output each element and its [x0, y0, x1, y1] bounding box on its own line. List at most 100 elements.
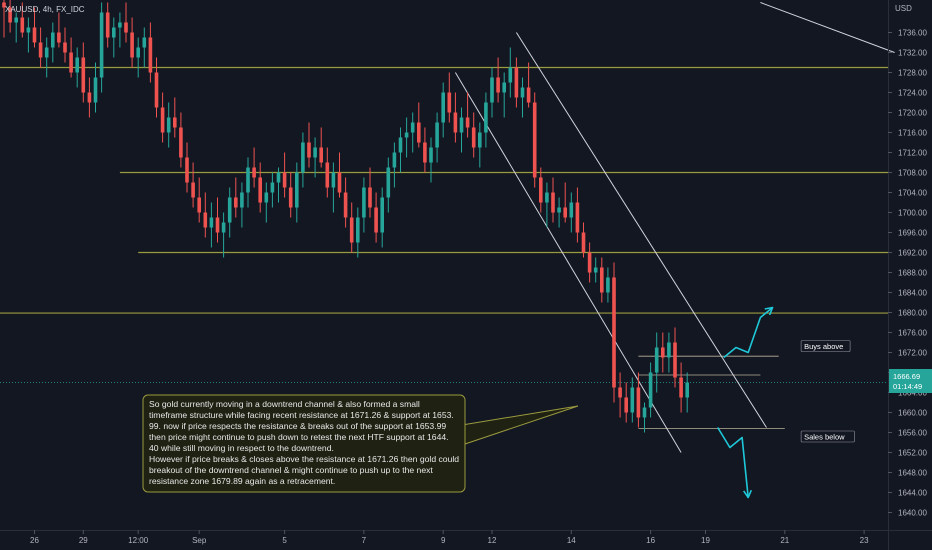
candle[interactable] [526, 62, 531, 108]
candle[interactable] [288, 172, 293, 218]
candle[interactable] [301, 132, 305, 188]
candle[interactable] [563, 182, 567, 223]
candle[interactable] [453, 92, 458, 143]
candle[interactable] [618, 372, 622, 418]
candle[interactable] [51, 22, 55, 63]
candle[interactable] [520, 77, 525, 118]
candle[interactable] [81, 42, 86, 103]
candle[interactable] [32, 7, 37, 48]
candle[interactable] [87, 77, 92, 118]
candle[interactable] [173, 97, 177, 138]
candle[interactable] [636, 372, 641, 428]
candle[interactable] [484, 92, 488, 148]
candle[interactable] [386, 157, 391, 213]
candle[interactable] [209, 202, 214, 248]
candle[interactable] [343, 177, 348, 228]
candle[interactable] [240, 182, 244, 228]
candle[interactable] [551, 177, 555, 223]
candle[interactable] [423, 127, 427, 173]
candle[interactable] [349, 202, 354, 253]
candle[interactable] [362, 177, 366, 233]
candle[interactable] [112, 17, 116, 58]
candle[interactable] [575, 187, 580, 243]
candle[interactable] [252, 147, 256, 188]
candle[interactable] [612, 262, 616, 403]
candle[interactable] [319, 127, 323, 168]
candle[interactable] [465, 92, 470, 138]
symbol-title[interactable]: XAUUSD, 4h, FX_IDC [5, 5, 85, 14]
candle[interactable] [685, 372, 689, 413]
candle[interactable] [93, 62, 98, 113]
candle[interactable] [545, 182, 549, 228]
candle[interactable] [441, 82, 445, 138]
candle[interactable] [593, 257, 598, 283]
candlesticks[interactable] [2, 0, 689, 433]
candle[interactable] [502, 72, 506, 118]
candle[interactable] [258, 162, 262, 213]
candle[interactable] [142, 27, 147, 68]
candle[interactable] [69, 37, 73, 78]
candle[interactable] [264, 182, 269, 223]
candle[interactable] [282, 152, 287, 198]
candle[interactable] [630, 377, 635, 423]
candle[interactable] [124, 2, 128, 43]
candle[interactable] [356, 207, 360, 258]
candle[interactable] [57, 12, 61, 48]
candle[interactable] [380, 187, 384, 248]
candle[interactable] [154, 57, 159, 118]
candle[interactable] [234, 177, 238, 218]
candle[interactable] [191, 162, 195, 208]
candle[interactable] [429, 137, 433, 183]
candle[interactable] [557, 197, 561, 228]
candle[interactable] [307, 122, 311, 168]
candle[interactable] [160, 92, 165, 143]
candle[interactable] [539, 167, 543, 213]
candle[interactable] [331, 162, 336, 213]
candle[interactable] [246, 157, 250, 208]
candle[interactable] [661, 332, 665, 373]
candle[interactable] [459, 107, 464, 153]
candle[interactable] [130, 17, 134, 68]
candle[interactable] [215, 197, 220, 243]
candle[interactable] [20, 2, 25, 38]
candle[interactable] [26, 17, 31, 53]
candle[interactable] [667, 332, 671, 373]
candle[interactable] [508, 47, 513, 98]
candle[interactable] [404, 117, 409, 158]
candle[interactable] [75, 47, 79, 88]
candle[interactable] [471, 112, 476, 158]
candle[interactable] [435, 112, 439, 163]
candle[interactable] [374, 192, 378, 243]
candle[interactable] [496, 57, 500, 103]
candle[interactable] [38, 27, 43, 68]
candle[interactable] [606, 267, 610, 303]
candle[interactable] [148, 22, 153, 83]
candle[interactable] [136, 37, 140, 78]
candle[interactable] [532, 92, 537, 188]
time-axis[interactable]: 26 29 12:00 Sep 5 7 9 12 14 16 19 21 23 [30, 530, 869, 545]
candle[interactable] [118, 12, 122, 48]
candle[interactable] [392, 142, 397, 188]
candle[interactable] [490, 67, 494, 118]
candle[interactable] [295, 162, 299, 223]
candle[interactable] [203, 192, 208, 238]
candle[interactable] [600, 257, 604, 303]
candle[interactable] [325, 147, 330, 198]
candle[interactable] [587, 242, 592, 283]
candle[interactable] [569, 192, 574, 233]
candle[interactable] [166, 102, 171, 148]
candle[interactable] [654, 332, 659, 393]
candle[interactable] [368, 167, 372, 218]
candle[interactable] [673, 327, 677, 388]
candle[interactable] [337, 152, 342, 198]
candle[interactable] [581, 222, 586, 258]
candle[interactable] [410, 112, 415, 153]
candle[interactable] [398, 127, 403, 173]
candle[interactable] [179, 112, 183, 168]
candle[interactable] [185, 142, 189, 193]
candle[interactable] [99, 2, 104, 93]
candle[interactable] [313, 137, 317, 178]
candle[interactable] [679, 362, 683, 413]
candle[interactable] [105, 2, 110, 48]
